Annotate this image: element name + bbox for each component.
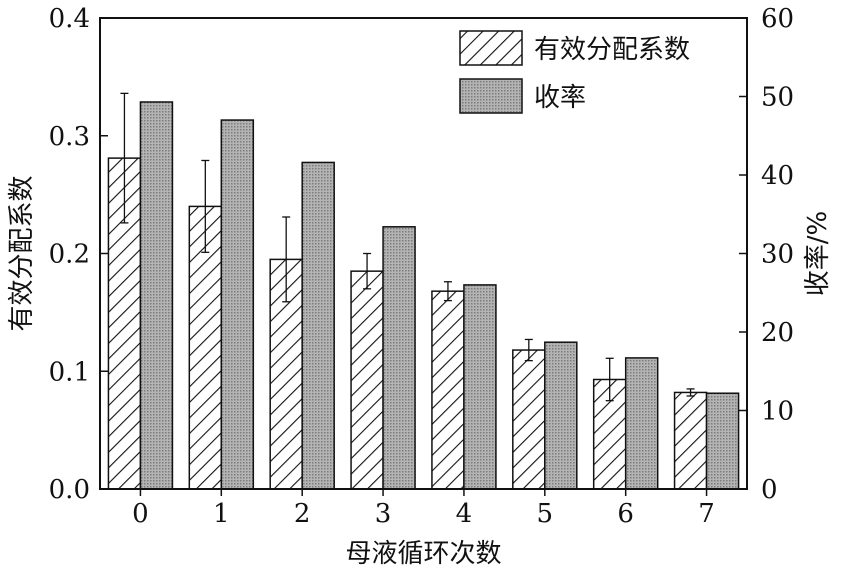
bar-effective-coefficient-5 xyxy=(512,349,546,490)
error-bar-5 xyxy=(524,338,533,362)
bar-effective-coefficient-3 xyxy=(350,270,384,490)
x-tick-label: 4 xyxy=(456,499,473,529)
left-tick-label: 0.1 xyxy=(49,357,90,387)
right-tick-label: 10 xyxy=(761,397,794,427)
right-tick-label: 50 xyxy=(761,83,794,113)
x-axis: 0 1 2 3 4 5 6 7 xyxy=(132,489,715,529)
x-tick-label: 5 xyxy=(537,499,554,529)
legend-swatch-yield xyxy=(459,78,523,114)
right-tick-label: 20 xyxy=(761,318,794,348)
bar-effective-coefficient-7 xyxy=(673,391,708,490)
x-tick-label: 0 xyxy=(132,499,149,529)
bar-yield-1 xyxy=(220,119,255,490)
right-tick-label: 60 xyxy=(761,4,794,34)
x-tick-label: 1 xyxy=(213,499,230,529)
left-tick-label: 0.2 xyxy=(49,240,90,270)
left-tick-label: 0.4 xyxy=(49,4,90,34)
bar-yield-0 xyxy=(139,101,174,490)
right-tick-label: 30 xyxy=(761,240,794,270)
bar-yield-7 xyxy=(705,392,740,490)
bar-yield-4 xyxy=(463,284,497,490)
error-bar-7 xyxy=(686,388,695,397)
error-bar-6 xyxy=(605,357,614,402)
error-bars-group xyxy=(120,92,695,402)
left-tick-label: 0.0 xyxy=(49,475,90,505)
legend-label-yield: 收率 xyxy=(534,83,586,113)
legend: 有效分配系数 收率 xyxy=(459,30,690,114)
x-tick-label: 2 xyxy=(294,499,311,529)
bar-yield-2 xyxy=(301,161,335,490)
legend-swatch-effective-coefficient xyxy=(459,30,523,66)
right-y-axis-title: 收率/% xyxy=(803,211,833,296)
bar-yield-5 xyxy=(544,341,578,490)
right-tick-label: 40 xyxy=(761,161,794,191)
right-axis: 0 10 20 30 40 50 60 xyxy=(739,4,794,505)
bar-yield-3 xyxy=(382,226,416,490)
error-bar-3 xyxy=(363,252,372,290)
x-tick-label: 6 xyxy=(617,499,634,529)
error-bar-0 xyxy=(120,92,129,224)
left-axis: 0.0 0.1 0.2 0.3 0.4 xyxy=(49,4,108,505)
error-bar-2 xyxy=(282,216,291,303)
left-tick-label: 0.3 xyxy=(49,122,90,152)
bar-effective-coefficient-4 xyxy=(431,290,465,490)
x-tick-label: 3 xyxy=(375,499,392,529)
x-axis-title: 母液循环次数 xyxy=(345,539,501,569)
error-bar-4 xyxy=(443,281,452,302)
error-bar-1 xyxy=(201,159,210,253)
bar-yield-6 xyxy=(624,357,659,490)
left-y-axis-title: 有效分配系数 xyxy=(7,175,37,331)
legend-label-effective-coefficient: 有效分配系数 xyxy=(534,35,690,65)
x-tick-label: 7 xyxy=(698,499,715,529)
right-tick-label: 0 xyxy=(761,475,778,505)
